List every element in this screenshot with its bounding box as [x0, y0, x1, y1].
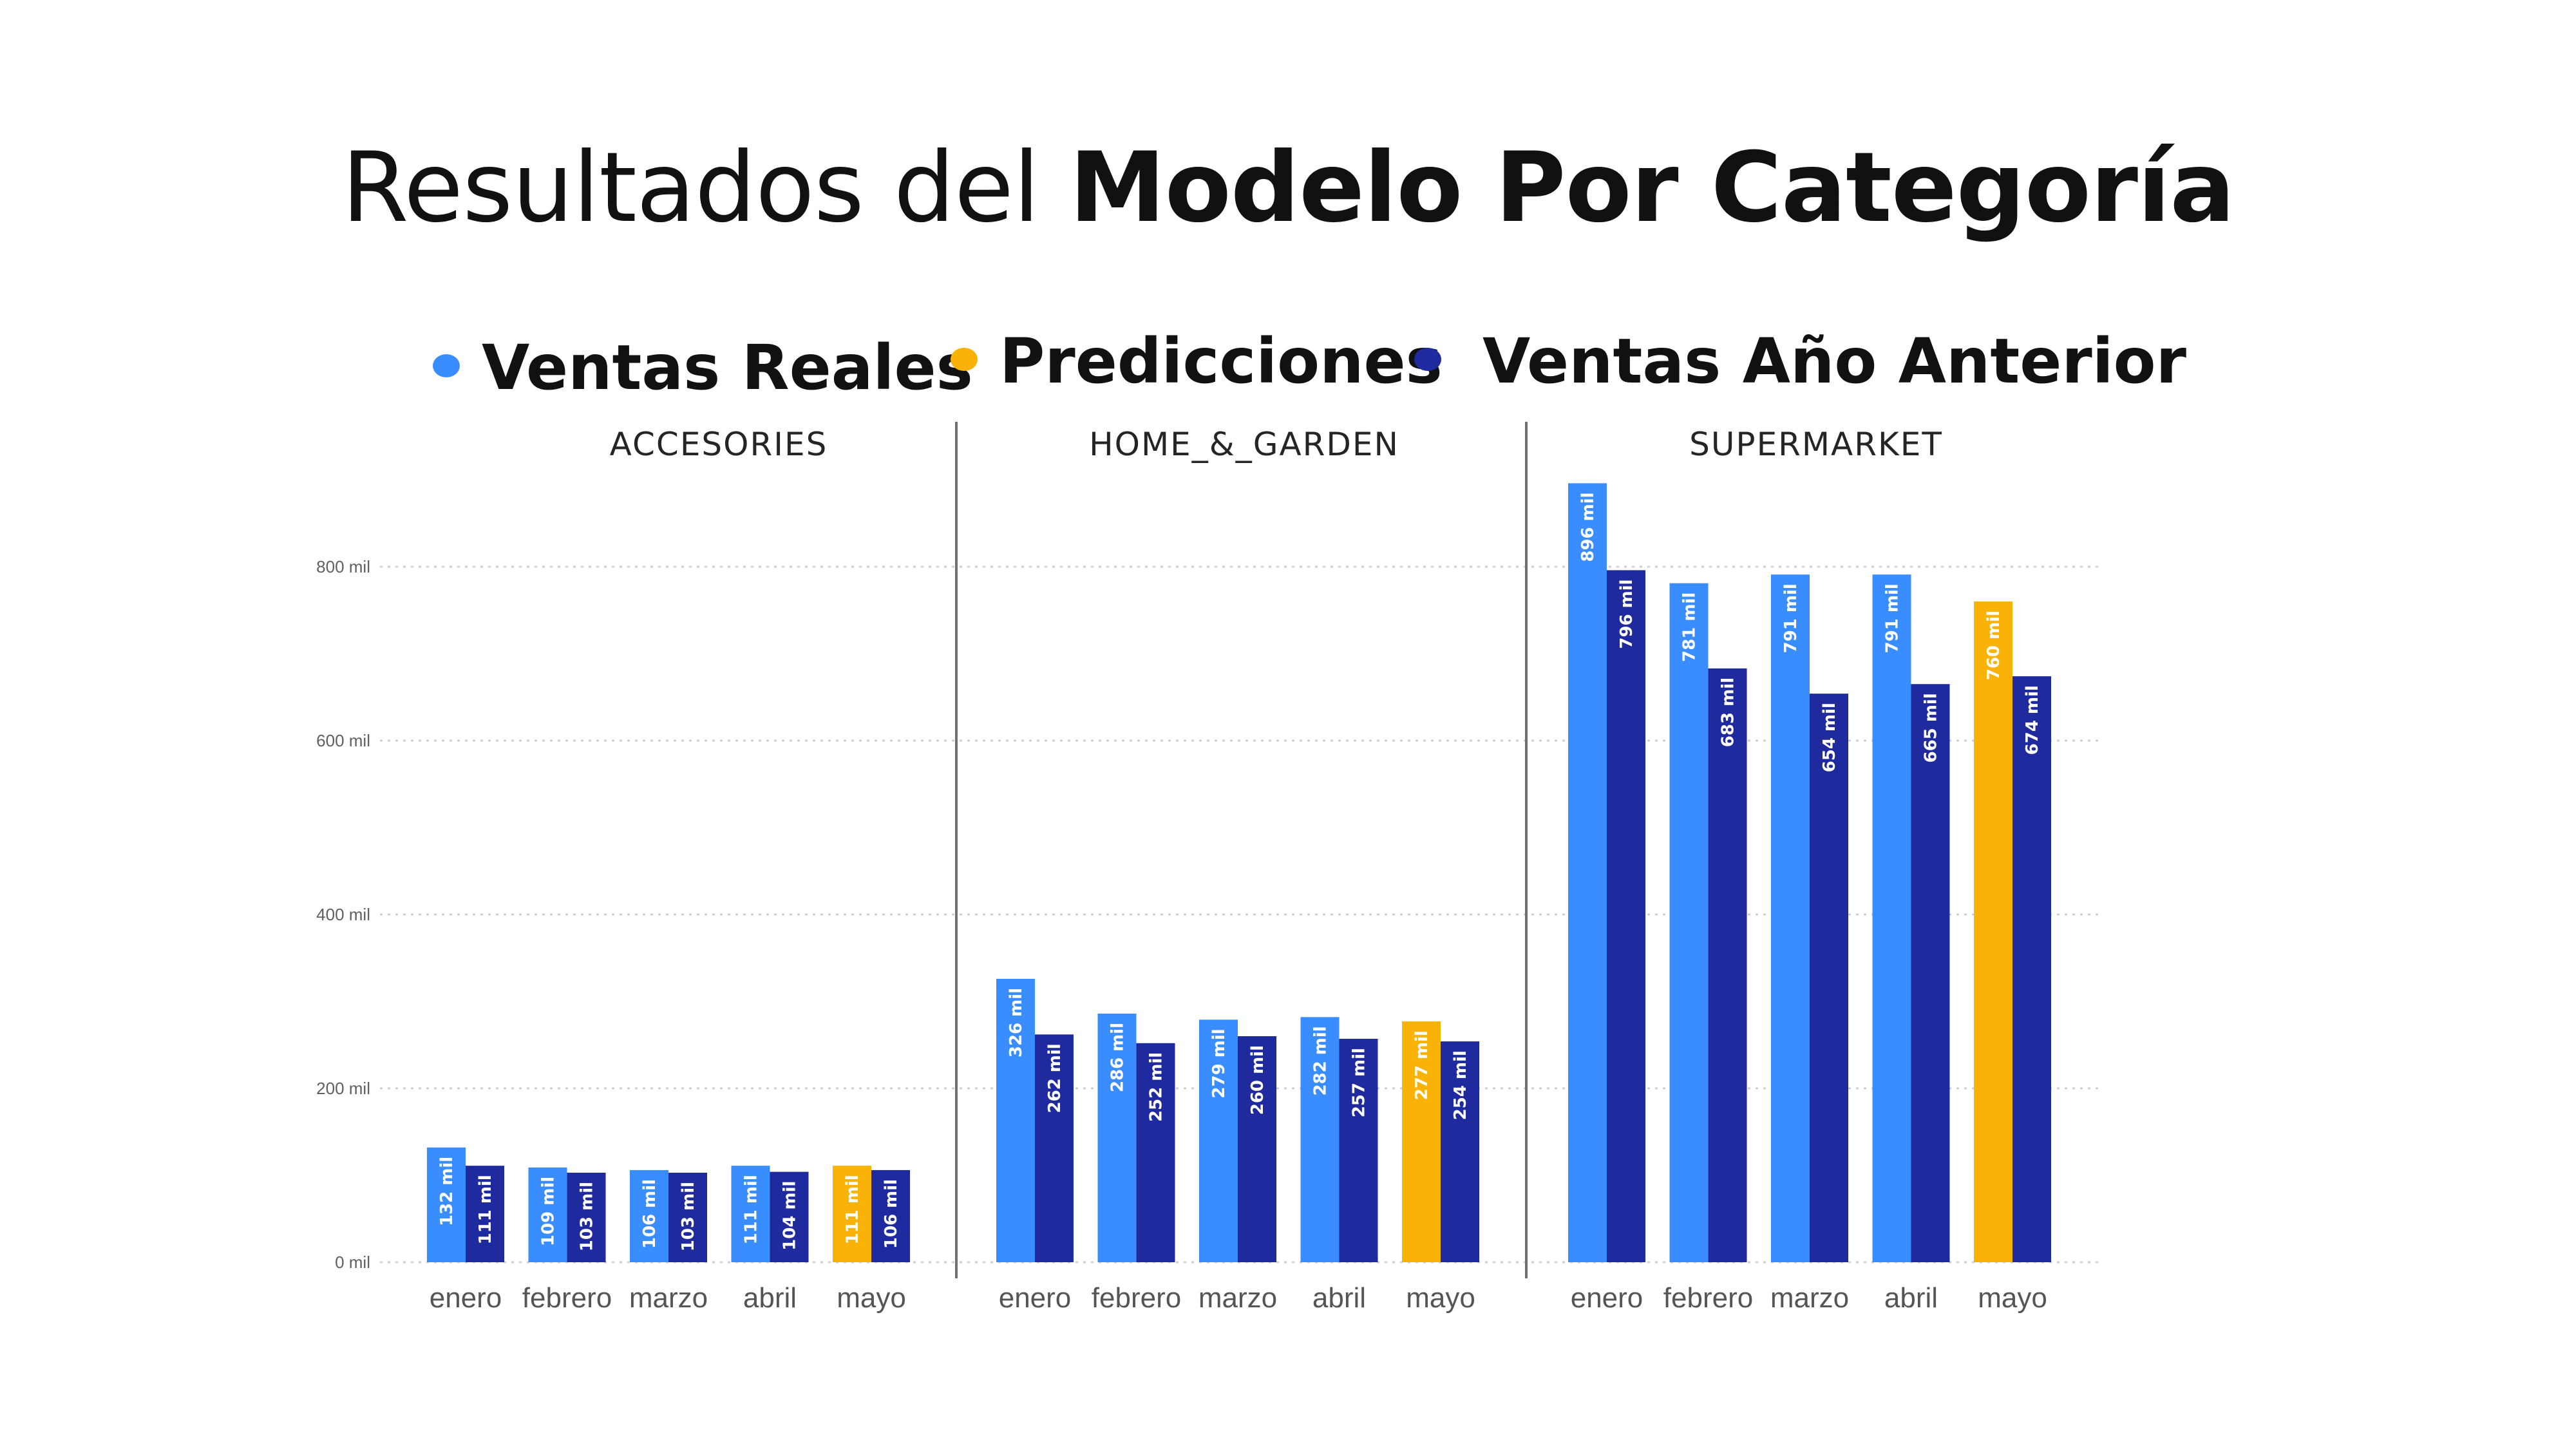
data-label: 277 mil [1412, 1030, 1432, 1100]
data-label: 254 mil [1451, 1050, 1470, 1120]
facet-title: SUPERMARKET [1689, 426, 1943, 463]
bar-ventas-reales [996, 978, 1035, 1262]
x-category-label: febrero [522, 1282, 612, 1314]
x-category-label: febrero [1092, 1282, 1181, 1314]
title-bold-part: Modelo Por Categoría [1069, 132, 2235, 244]
bar-ventas-reales [427, 1147, 466, 1262]
data-label: 896 mil [1578, 492, 1598, 562]
bar-prediccion [1402, 1021, 1441, 1262]
bar-ventas-reales [1771, 574, 1810, 1262]
x-category-label: marzo [1770, 1282, 1849, 1314]
y-tick-label: 800 mil [316, 557, 370, 576]
facet-title: HOME_&_GARDEN [1089, 426, 1399, 463]
bar-ventas-reales [1669, 583, 1709, 1262]
data-label: 262 mil [1045, 1043, 1065, 1113]
x-category-label: enero [1571, 1282, 1643, 1314]
x-category-label: enero [430, 1282, 502, 1314]
bar-ventas-ano-anterior [466, 1166, 504, 1262]
bar-ventas-reales [1872, 574, 1911, 1262]
data-label: 791 mil [1781, 583, 1801, 653]
x-category-label: enero [999, 1282, 1072, 1314]
bar-ventas-ano-anterior [871, 1170, 910, 1262]
bar-ventas-ano-anterior [567, 1172, 606, 1262]
data-label: 781 mil [1680, 592, 1700, 662]
x-category-label: marzo [1198, 1282, 1277, 1314]
bar-ventas-ano-anterior [668, 1172, 707, 1262]
bar-prediccion [833, 1166, 871, 1262]
x-category-label: mayo [1978, 1282, 2047, 1314]
bar-ventas-ano-anterior [1339, 1039, 1378, 1262]
chart-title: Resultados del Modelo Por Categoría [0, 132, 2576, 244]
title-light-part: Resultados del [341, 132, 1070, 244]
y-tick-label: 600 mil [316, 731, 370, 750]
data-label: 796 mil [1617, 579, 1636, 649]
data-label: 132 mil [437, 1157, 457, 1226]
data-label: 111 mil [742, 1175, 761, 1244]
y-tick-label: 0 mil [335, 1253, 370, 1272]
x-category-label: abril [1884, 1282, 1938, 1314]
x-category-label: mayo [1406, 1282, 1475, 1314]
data-label: 791 mil [1883, 583, 1902, 653]
data-label: 109 mil [539, 1177, 558, 1246]
bar-ventas-ano-anterior [1441, 1041, 1479, 1262]
data-label: 111 mil [843, 1175, 862, 1244]
bar-ventas-reales [528, 1167, 567, 1262]
bar-ventas-ano-anterior [1708, 668, 1747, 1262]
data-label: 760 mil [1984, 611, 2003, 680]
data-label: 103 mil [679, 1182, 698, 1251]
bar-ventas-ano-anterior [770, 1171, 809, 1262]
facet-title: ACCESORIES [610, 426, 828, 463]
bar-ventas-reales [1097, 1013, 1137, 1262]
bar-ventas-reales [630, 1170, 668, 1262]
bar-prediccion [1974, 601, 2012, 1262]
data-label: 282 mil [1311, 1026, 1331, 1095]
x-category-label: marzo [629, 1282, 708, 1314]
bar-ventas-reales [731, 1166, 770, 1262]
data-label: 326 mil [1007, 988, 1026, 1057]
data-label: 252 mil [1147, 1052, 1166, 1122]
bar-ventas-ano-anterior [1911, 684, 1950, 1262]
x-category-label: febrero [1663, 1282, 1753, 1314]
bar-ventas-reales [1199, 1019, 1238, 1262]
data-label: 103 mil [578, 1182, 597, 1251]
data-label: 257 mil [1350, 1048, 1369, 1117]
data-label: 106 mil [640, 1179, 659, 1249]
bar-ventas-ano-anterior [1607, 570, 1645, 1262]
bar-ventas-ano-anterior [1035, 1034, 1074, 1262]
data-label: 104 mil [781, 1181, 800, 1251]
y-tick-label: 400 mil [316, 905, 370, 924]
x-category-label: abril [743, 1282, 797, 1314]
y-tick-label: 200 mil [316, 1079, 370, 1098]
data-label: 674 mil [2023, 685, 2042, 755]
data-label: 260 mil [1248, 1045, 1267, 1115]
bar-ventas-reales [1568, 483, 1607, 1262]
bar-ventas-ano-anterior [2012, 676, 2051, 1262]
data-label: 111 mil [476, 1175, 495, 1244]
bar-ventas-reales [1300, 1017, 1340, 1262]
data-label: 279 mil [1209, 1028, 1229, 1098]
data-label: 654 mil [1820, 703, 1839, 772]
bar-ventas-ano-anterior [1136, 1043, 1175, 1262]
bar-ventas-ano-anterior [1238, 1036, 1276, 1262]
bar-ventas-ano-anterior [1810, 694, 1848, 1262]
data-label: 106 mil [882, 1179, 901, 1249]
x-category-label: mayo [837, 1282, 906, 1314]
data-label: 665 mil [1922, 693, 1941, 762]
data-label: 286 mil [1108, 1023, 1128, 1092]
data-label: 683 mil [1719, 677, 1738, 747]
x-category-label: abril [1312, 1282, 1366, 1314]
